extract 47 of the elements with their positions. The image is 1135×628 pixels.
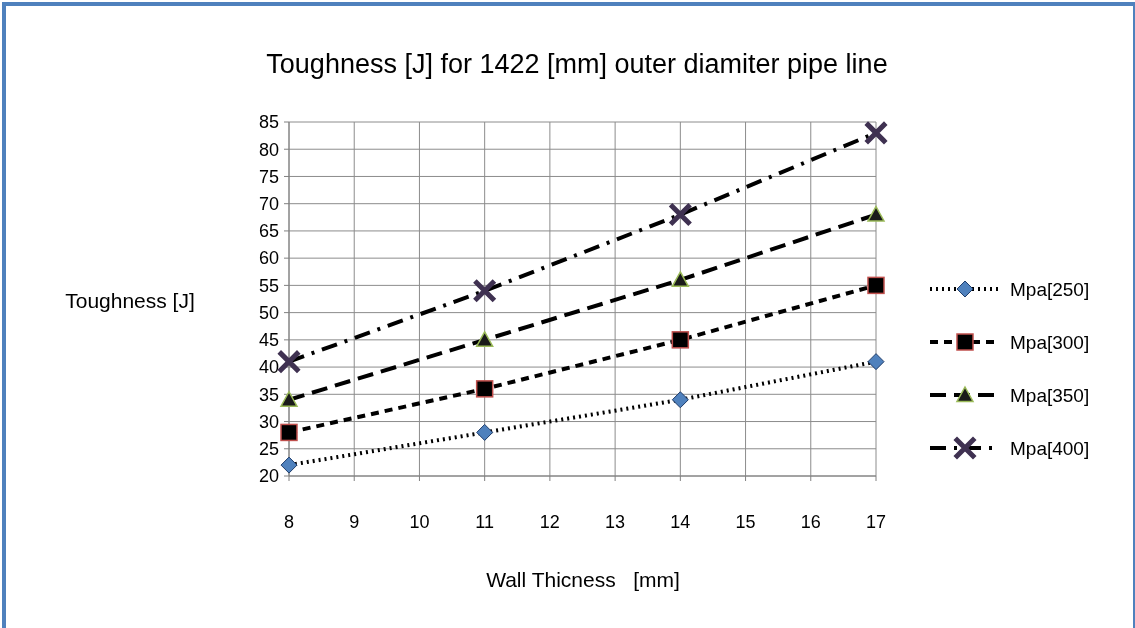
chart-title: Toughness [J] for 1422 [mm] outer diamiter pipe line — [266, 49, 888, 79]
x-tick-label: 10 — [409, 512, 430, 532]
y-tick-label: 20 — [258, 466, 279, 487]
y-tick-label: 40 — [258, 357, 279, 378]
y-tick-label: 35 — [258, 384, 279, 405]
y-tick-label: 30 — [258, 411, 279, 432]
y-tick-label: 75 — [258, 166, 279, 187]
y-tick-label: 25 — [258, 439, 279, 460]
point — [280, 456, 298, 474]
point — [280, 391, 298, 407]
x-tick-label: 9 — [349, 512, 360, 532]
point — [867, 353, 885, 371]
x-tick-label: 13 — [605, 512, 626, 532]
point — [476, 423, 494, 441]
y-tick-label: 60 — [258, 248, 279, 269]
point — [867, 276, 885, 295]
legend-label: Mpa[300] — [1010, 331, 1090, 353]
y-tick-label: 70 — [258, 193, 279, 214]
point — [669, 204, 691, 226]
x-tick-label: 16 — [800, 512, 821, 532]
y-tick-label: 50 — [258, 302, 279, 323]
point — [475, 380, 494, 398]
point — [865, 122, 887, 144]
y-tick-label: 80 — [258, 139, 279, 160]
x-axis-title: Wall Thicness [mm] — [486, 568, 680, 591]
point — [280, 423, 298, 442]
legend-label: Mpa[250] — [1010, 278, 1090, 300]
y-axis-title: Toughness [J] — [65, 289, 195, 312]
point — [671, 331, 690, 349]
y-tick-label: 45 — [258, 330, 279, 351]
x-tick-label: 8 — [283, 512, 295, 532]
point — [671, 271, 690, 288]
point — [475, 331, 494, 347]
x-tick-label: 17 — [865, 512, 887, 532]
legend-label: Mpa[400] — [1010, 437, 1090, 459]
x-tick-label: 15 — [735, 512, 756, 532]
y-tick-label: 65 — [258, 221, 279, 242]
legend-label: Mpa[350] — [1010, 384, 1090, 406]
x-tick-label: 14 — [670, 512, 691, 532]
y-tick-label: 85 — [258, 112, 279, 133]
point — [278, 351, 300, 373]
point — [671, 391, 689, 409]
point — [867, 205, 885, 222]
y-tick-label: 55 — [258, 275, 279, 296]
x-tick-label: 12 — [539, 512, 560, 532]
x-tick-label: 11 — [475, 512, 495, 532]
point — [474, 280, 496, 302]
